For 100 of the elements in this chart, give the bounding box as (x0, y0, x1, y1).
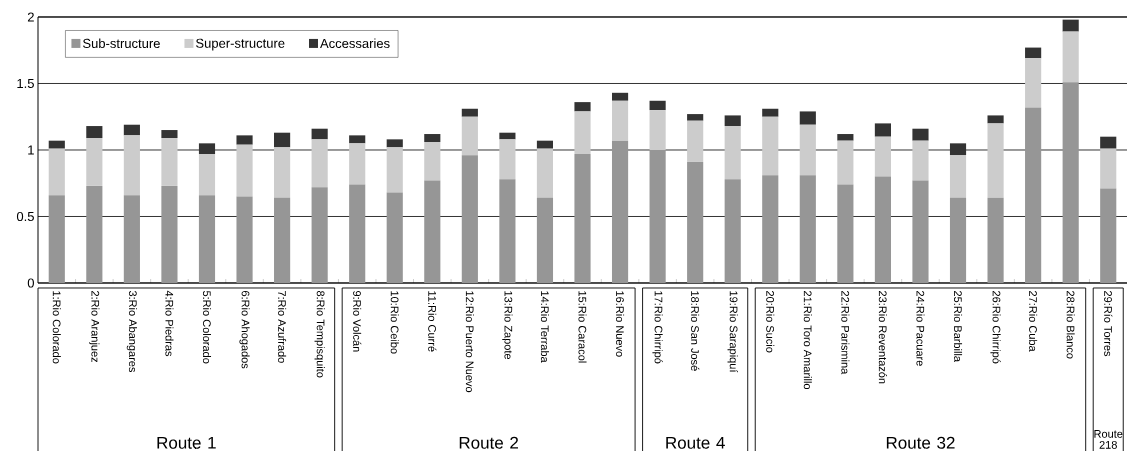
x-tick-label: 17:Rio Chirripó (652, 291, 663, 364)
bar (762, 108, 779, 117)
bar (236, 196, 253, 283)
bar (912, 180, 929, 283)
bar (799, 111, 816, 125)
text: Route 2 (459, 436, 518, 449)
bar (86, 185, 103, 283)
bar (762, 116, 779, 176)
x-tick-label: 18:Rio San José (691, 291, 700, 371)
bar (48, 148, 65, 196)
bar (424, 180, 441, 283)
bar (874, 136, 891, 177)
bar (987, 123, 1004, 198)
bar (536, 148, 554, 198)
bar (161, 185, 178, 283)
bar (837, 134, 854, 141)
y-tick-label: 0.5 (16, 211, 34, 222)
bar (123, 124, 140, 136)
bar (687, 161, 704, 283)
bar (386, 139, 403, 148)
bar (949, 143, 967, 156)
bar (874, 176, 891, 283)
bar (86, 138, 103, 186)
bar (461, 155, 478, 283)
bar (1100, 188, 1117, 283)
bar (799, 175, 816, 283)
x-tick-label: 20:Rio Sucio (766, 291, 775, 353)
x-tick-label: 4:Rio Piedras (165, 290, 174, 357)
x-tick-label: 26:Rio Chirripó (990, 291, 1001, 364)
x-tick-label: 16:Rio Nuevo (616, 291, 625, 357)
bar (48, 140, 65, 149)
x-tick-label: 1:Rio Colorado (52, 291, 61, 364)
x-tick-label: 14:Rio Terraba (540, 291, 549, 363)
bar (724, 179, 741, 283)
x-tick-label: 22:Rio Parismina (841, 291, 850, 375)
bar (949, 155, 967, 198)
bar (724, 126, 741, 180)
bar (161, 138, 178, 186)
bar (274, 197, 291, 283)
bar (499, 132, 516, 140)
bar (536, 140, 554, 149)
bar (1025, 107, 1042, 283)
bar (687, 114, 704, 121)
bar (86, 126, 103, 139)
legend-label: Sub-structure (83, 38, 160, 49)
bar (1062, 82, 1079, 283)
bar (1025, 58, 1042, 108)
bar (349, 135, 366, 144)
bar (236, 144, 253, 197)
bar (349, 184, 366, 283)
bar (1100, 148, 1117, 189)
x-tick-label: 23:Rio Reventazón (878, 291, 888, 384)
bar (912, 140, 929, 181)
bar (1100, 136, 1117, 149)
x-tick-label: 8:Rio Tempisquito (314, 290, 325, 378)
bar (762, 175, 779, 283)
x-tick-label: 10:Rio Ceibo (390, 291, 399, 354)
bar (311, 128, 328, 140)
bar (461, 116, 478, 156)
bar (649, 110, 666, 150)
x-tick-label: 6:Rio Ahogados (239, 291, 250, 369)
legend-label: Super-structure (196, 38, 285, 51)
bar (123, 195, 140, 283)
text: Route 218 (1094, 430, 1123, 449)
bar (724, 115, 741, 127)
y-tick-label: 0 (27, 278, 34, 288)
y-tick-label: 1.5 (17, 78, 34, 89)
y-tick-label: 1 (28, 145, 34, 155)
bar (799, 124, 816, 176)
x-tick-label: 13:Rio Zapote (502, 291, 513, 360)
x-tick-label: 27:Rio Cuba (1029, 291, 1038, 352)
bar (198, 143, 216, 154)
text: Route 4 (666, 436, 725, 449)
bar (274, 132, 291, 148)
x-tick-label: 2:Rio Aranjuez (89, 291, 100, 363)
bar (949, 197, 967, 283)
bar (424, 134, 441, 143)
bar (311, 139, 328, 188)
x-tick-label: 19:Rio Sarapiquí (727, 291, 738, 373)
bar (574, 111, 591, 154)
x-tick-label: 11:Rio Curré (428, 291, 437, 352)
bar (611, 140, 629, 283)
bar (198, 153, 216, 196)
x-tick-label: 21:Rio Toro Amarillo (803, 291, 812, 390)
x-tick-label: 5:Rio Colorado (202, 290, 212, 364)
bar (274, 147, 291, 198)
text: Route 32 (886, 436, 955, 449)
bar (48, 195, 65, 283)
bar (574, 102, 591, 112)
bar (386, 147, 403, 193)
x-tick-label: 9:Rio Volcán (353, 291, 362, 352)
bar (649, 149, 666, 283)
bar (123, 135, 140, 196)
bar (687, 120, 704, 162)
bar (536, 197, 554, 283)
bar (386, 192, 403, 283)
bar (311, 187, 328, 283)
bar (912, 128, 929, 141)
bar (461, 108, 478, 117)
bar (611, 92, 629, 101)
